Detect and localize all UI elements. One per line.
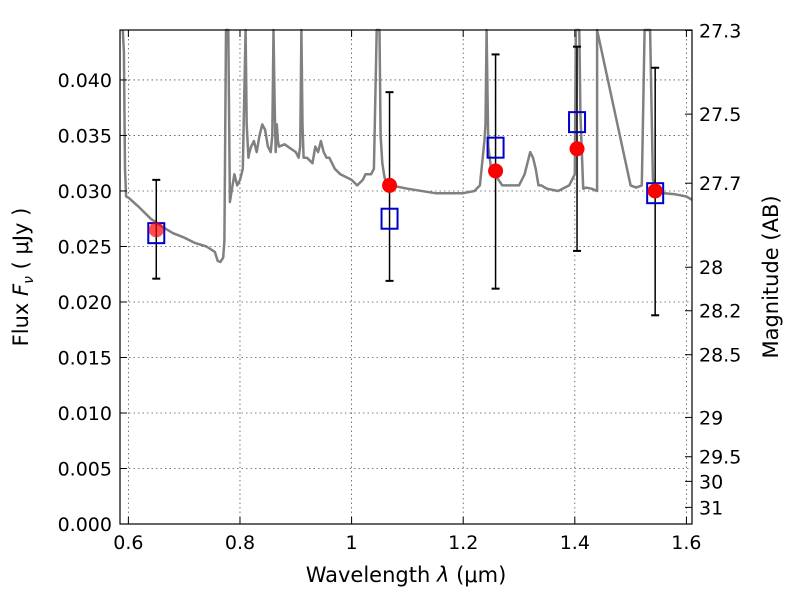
y-tick-label: 0.020	[58, 292, 112, 314]
y-tick-label: 0.035	[58, 125, 112, 147]
observed-point	[569, 141, 585, 157]
observed-point	[148, 222, 164, 238]
y-tick-label: 0.040	[58, 70, 112, 92]
y2-tick-label: 31	[699, 497, 723, 519]
y-axis-title: Flux Fν ( μJy )	[9, 208, 37, 347]
x-tick-label: 1.4	[560, 532, 590, 554]
y2-tick-label: 28.5	[699, 345, 741, 367]
model-photometry-marker	[380, 207, 399, 230]
observed-point	[488, 163, 504, 179]
y2-tick-label: 27.5	[699, 104, 741, 126]
tick-layer: 0.6 0.8 1 1.2 1.4 1.6 0.000 0.005 0.010 0.015 0.02…	[58, 20, 742, 554]
y2-axis-title: Magnitude (AB)	[759, 195, 783, 358]
y2-tick-label: 27.7	[699, 173, 741, 195]
y-tick-label: 0.010	[58, 403, 112, 425]
y2-tick-label: 29	[699, 407, 723, 429]
model-photometry-marker	[646, 182, 665, 205]
plot-frame	[119, 29, 693, 525]
spectrum-layer	[121, 28, 693, 264]
y2-tick-label: 29.5	[699, 447, 741, 469]
x-tick-label: 1.2	[448, 532, 478, 554]
y2-tick-label: 30	[699, 471, 723, 493]
y-tick-label: 0.030	[58, 181, 112, 203]
observed-point	[647, 183, 663, 199]
y-tick-label: 0.015	[58, 347, 112, 369]
x-tick-label: 1	[346, 532, 358, 554]
model-spectrum-line	[121, 28, 693, 264]
grid-layer	[120, 30, 692, 525]
y2-tick-label: 28	[699, 257, 723, 279]
x-tick-label: 1.6	[671, 532, 701, 554]
model-photometry-marker	[486, 136, 505, 159]
y-tick-label: 0.000	[58, 514, 112, 536]
y2-tick-label: 27.3	[699, 20, 741, 42]
points-layer	[147, 111, 665, 245]
observed-point	[382, 177, 398, 193]
y2-tick-label: 28.2	[699, 301, 741, 323]
x-tick-label: 0.6	[113, 532, 143, 554]
y-tick-label: 0.025	[58, 236, 112, 258]
y-tick-label: 0.005	[58, 458, 112, 480]
x-axis-title: Wavelength λ (μm)	[306, 563, 507, 587]
model-photometry-marker	[568, 111, 587, 134]
x-tick-label: 0.8	[225, 532, 255, 554]
